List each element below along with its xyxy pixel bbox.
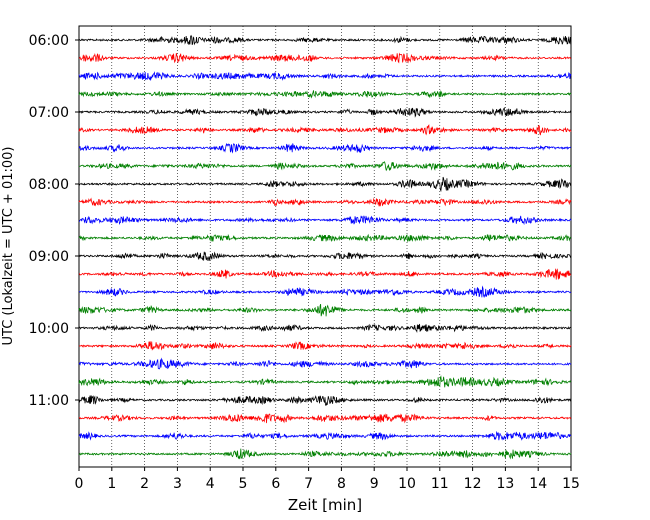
x-axis-ticks: 0 1 2 3 4 5 6 7 8 9 10 11 12 13 14 15: [75, 467, 580, 492]
plot-frame: [78, 25, 572, 468]
x-tick-label: 7: [304, 476, 313, 492]
trace-15: [78, 285, 572, 299]
trace-4: [78, 90, 572, 99]
trace-6: [78, 124, 572, 136]
trace-18: [78, 341, 572, 351]
trace-7: [78, 142, 572, 154]
x-tick-label: 1: [107, 476, 116, 492]
trace-16: [78, 303, 572, 317]
trace-11: [78, 215, 572, 226]
y-axis-label: UTC (Lokalzeit = UTC + 01:00): [1, 147, 16, 346]
traces: [78, 34, 572, 460]
trace-10: [78, 197, 572, 207]
x-tick-label: 14: [529, 476, 547, 492]
trace-21: [78, 395, 572, 406]
trace-2: [78, 52, 572, 64]
trace-17: [78, 323, 572, 333]
x-tick-label: 8: [337, 476, 346, 492]
x-tick-label: 15: [562, 476, 580, 492]
trace-13: [78, 251, 572, 262]
x-tick-label: 5: [239, 476, 248, 492]
trace-5: [78, 106, 572, 118]
x-tick-label: 9: [370, 476, 379, 492]
x-tick-label: 10: [398, 476, 416, 492]
trace-14: [78, 268, 572, 280]
y-tick-label: 09:00: [29, 249, 69, 265]
y-tick-label: 07:00: [29, 105, 69, 121]
x-tick-label: 6: [271, 476, 280, 492]
trace-12: [78, 233, 572, 243]
y-axis-ticks: 06:00 07:00 08:00 09:00 10:00 11:00: [29, 33, 79, 409]
trace-20: [78, 375, 572, 388]
trace-23: [78, 430, 572, 441]
x-tick-label: 11: [431, 476, 449, 492]
trace-9: [78, 176, 572, 193]
y-tick-label: 08:00: [29, 177, 69, 193]
trace-19: [78, 357, 572, 370]
trace-22: [78, 413, 572, 424]
x-tick-label: 0: [75, 476, 84, 492]
x-tick-label: 2: [140, 476, 149, 492]
y-tick-label: 11:00: [29, 393, 69, 409]
y-tick-label: 10:00: [29, 321, 69, 337]
trace-1: [78, 34, 572, 46]
trace-24: [78, 448, 572, 460]
x-tick-label: 13: [496, 476, 514, 492]
trace-3: [78, 71, 572, 81]
y-tick-label: 06:00: [29, 33, 69, 49]
x-tick-label: 12: [464, 476, 482, 492]
trace-8: [78, 161, 572, 172]
x-axis-label: Zeit [min]: [288, 496, 362, 514]
x-tick-label: 4: [206, 476, 215, 492]
x-tick-label: 3: [173, 476, 182, 492]
